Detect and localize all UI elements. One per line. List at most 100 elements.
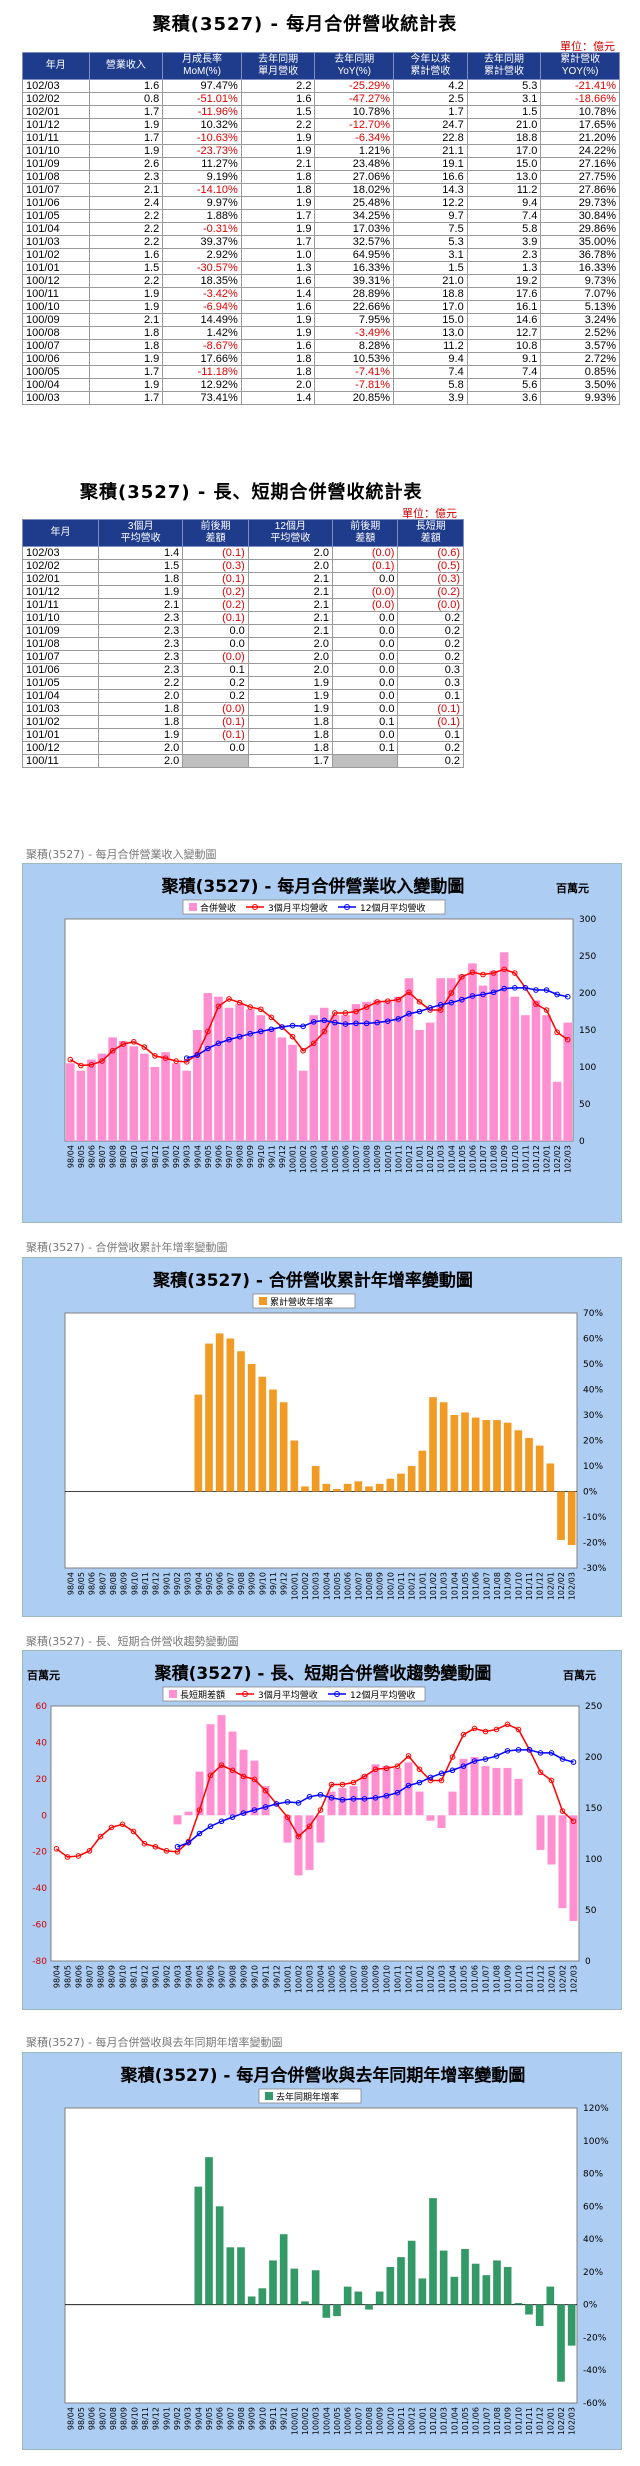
t1-cell: 5.3 xyxy=(466,79,542,93)
yoy-bar xyxy=(354,1481,363,1492)
diff-bar xyxy=(250,1760,259,1816)
t2-header: 前後期 差額 xyxy=(182,519,249,547)
y-tick-label: -40% xyxy=(583,2366,607,2376)
yoy-bar xyxy=(418,1450,427,1492)
t1-cell: 1.9 xyxy=(240,222,316,236)
series-point xyxy=(405,1753,412,1759)
x-tick-label: 100/12 xyxy=(405,1965,414,1993)
series-point xyxy=(459,973,465,980)
x-tick-label: 101/10 xyxy=(514,1572,523,1600)
series-point xyxy=(449,1767,456,1774)
t1-cell: 9.4 xyxy=(393,352,468,366)
x-tick-label: 98/04 xyxy=(66,1572,75,1595)
y-tick-label: -60% xyxy=(583,2399,607,2409)
t1-cell: 3.9 xyxy=(393,391,468,405)
revenue-bar xyxy=(76,1070,86,1141)
revenue-bar xyxy=(108,1037,117,1141)
t2-cell: 2.1 xyxy=(98,598,184,612)
chart2-caption: 聚積(3527) - 合併營收累計年增率變動圖 xyxy=(26,1241,228,1254)
t1-header: 營業收入 xyxy=(88,52,164,80)
t1-cell: 11.27% xyxy=(162,157,242,171)
t1-cell: 12.92% xyxy=(162,378,242,392)
series-point xyxy=(559,1756,566,1762)
legend-marker xyxy=(252,904,258,910)
x-tick-label: 102/02 xyxy=(559,1965,568,1993)
series-point xyxy=(207,1772,214,1779)
revenue-bar xyxy=(298,1070,308,1141)
t2-cell: 2.3 xyxy=(98,624,184,638)
t1-cell: 17.0 xyxy=(393,300,468,314)
t1-cell: 16.33% xyxy=(540,261,620,275)
diff-bar xyxy=(327,1791,336,1816)
t1-cell: -10.63% xyxy=(162,131,242,145)
series-point xyxy=(511,985,518,991)
revenue-bar xyxy=(140,1053,149,1141)
y-tick-label: 40% xyxy=(583,1386,603,1396)
diff-bar xyxy=(371,1764,380,1816)
t2-cell: 2.3 xyxy=(98,637,184,651)
t1-cell: 23.48% xyxy=(314,157,395,171)
t2-cell: 0.0 xyxy=(182,637,249,651)
x-tick-label: 99/01 xyxy=(162,1145,171,1168)
series-point xyxy=(480,971,486,978)
yoy-bar xyxy=(386,1478,395,1492)
diff-bar xyxy=(448,1791,457,1816)
t1-cell: 22.66% xyxy=(314,300,395,314)
x-tick-label: 99/09 xyxy=(246,1145,255,1168)
series-point xyxy=(384,1018,391,1024)
revenue-bar xyxy=(193,1030,202,1141)
t1-row: 100/05 1.7 -11.18% 1.8 -7.41% 7.4 7.4 0.85% xyxy=(22,365,620,379)
chart4-caption: 聚積(3527) - 每月合併營收與去年同期年增率變動圖 xyxy=(26,2036,283,2049)
series-point xyxy=(328,1795,335,1801)
t1-header: 月成長率 MoM(%) xyxy=(162,52,242,80)
t2-cell: 1.9 xyxy=(247,702,333,716)
series-point xyxy=(342,1021,349,1027)
t2-header: 3個月 平均營收 xyxy=(98,519,184,547)
y-tick-label: 300 xyxy=(579,915,596,925)
x-tick-label: 99/08 xyxy=(237,2407,246,2430)
t1-cell: 5.8 xyxy=(466,222,542,236)
series-point xyxy=(504,1721,511,1728)
t1-cell: 27.16% xyxy=(540,157,620,171)
x-tick-label: 100/04 xyxy=(320,1145,329,1173)
series-point xyxy=(300,1023,306,1030)
x-tick-label: 100/09 xyxy=(372,1965,381,1993)
t1-cell: 0.85% xyxy=(540,365,620,379)
t2-cell: 101/01 xyxy=(21,728,100,742)
t2-cell: 2.1 xyxy=(247,585,333,599)
x-tick-label: 99/07 xyxy=(226,2407,235,2430)
x-tick-label: 101/11 xyxy=(525,1572,534,1600)
y-tick-label: 60% xyxy=(583,2202,603,2212)
yoy-bar xyxy=(525,1437,533,1492)
y-tick-label: 70% xyxy=(583,1309,603,1319)
t1-cell: 17.6 xyxy=(466,287,542,301)
t1-row: 102/01 1.7 -11.96% 1.5 10.78% 1.7 1.5 10.78% xyxy=(22,105,620,119)
x-tick-label: 101/10 xyxy=(515,1965,524,1993)
t2-cell: 101/11 xyxy=(21,598,100,612)
diff-bar xyxy=(569,1815,578,1921)
diff-bar xyxy=(360,1775,369,1816)
t1-cell: 1.9 xyxy=(88,352,164,366)
t1-header: 年月 xyxy=(22,52,90,80)
y-tick-label-right: 200 xyxy=(585,1753,602,1763)
t1-cell: 1.7 xyxy=(88,391,164,405)
series-point xyxy=(120,1041,127,1047)
revenue-bar xyxy=(97,1053,107,1141)
t1-cell: 64.95% xyxy=(314,248,395,262)
x-tick-label: 99/02 xyxy=(163,1965,172,1988)
series-point xyxy=(554,991,560,998)
yoy-bar xyxy=(535,1445,544,1492)
series-point xyxy=(537,1750,544,1756)
series-point xyxy=(306,1823,313,1830)
t1-cell: -18.66% xyxy=(540,92,620,106)
t2-cell: 2.2 xyxy=(98,676,184,690)
chart-title: 聚積(3527) - 長、短期合併營收趨勢變動圖 xyxy=(154,1663,492,1684)
series-line xyxy=(177,1749,574,1848)
t1-cell: 4.2 xyxy=(393,79,468,93)
yoy-bar xyxy=(525,2304,533,2315)
x-tick-label: 100/12 xyxy=(408,1572,417,1600)
t2-cell: 2.0 xyxy=(98,741,184,755)
t1-cell: 2.1 xyxy=(240,157,316,171)
x-tick-label: 98/06 xyxy=(75,1965,84,1988)
series-point xyxy=(226,1036,232,1043)
